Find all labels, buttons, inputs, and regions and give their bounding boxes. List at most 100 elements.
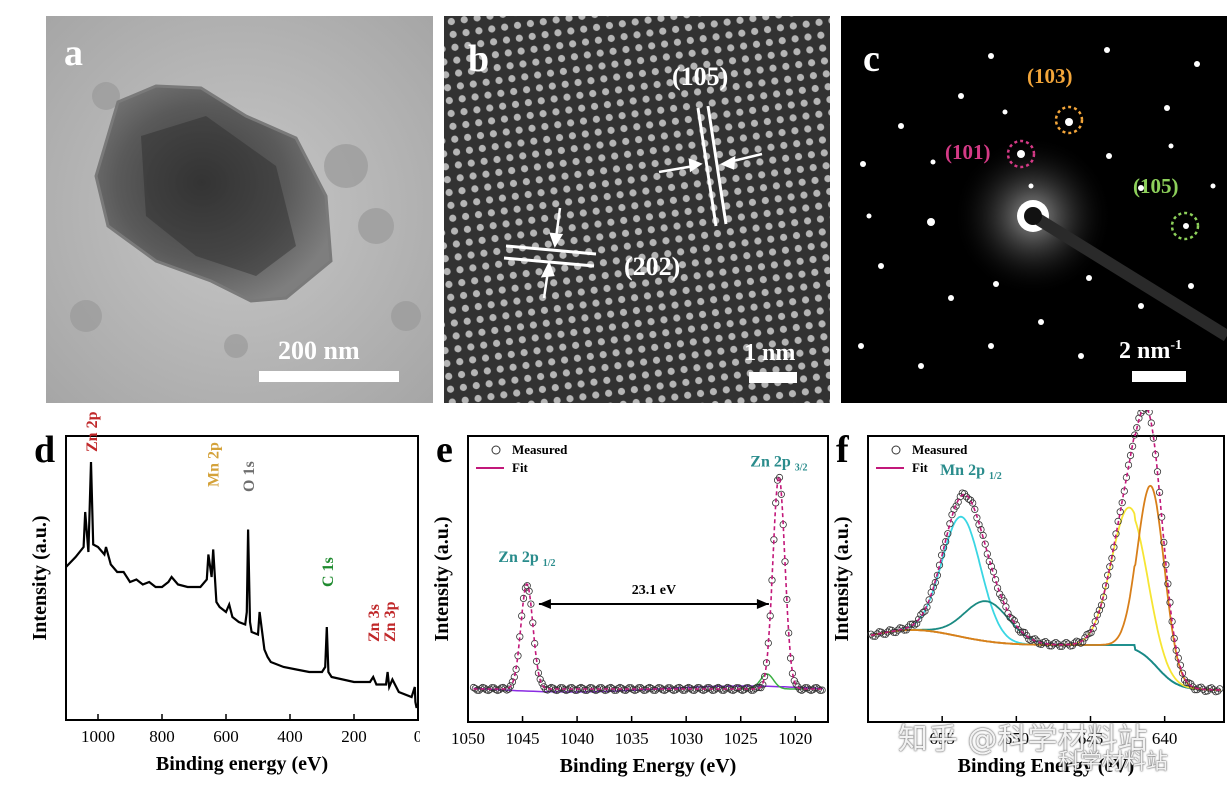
measured-point	[657, 684, 665, 692]
x-tick-label: 1025	[724, 729, 758, 748]
measured-point	[989, 568, 998, 576]
measured-point	[971, 505, 979, 514]
measured-point	[985, 557, 993, 565]
measured-point	[1075, 638, 1083, 646]
measured-point	[892, 628, 900, 637]
legend-measured-symbol	[891, 445, 901, 455]
measured-point	[699, 686, 707, 695]
measured-point	[818, 686, 826, 694]
measured-point	[1118, 499, 1126, 507]
measured-point	[917, 611, 925, 619]
measured-point	[1097, 601, 1106, 609]
measured-point	[696, 684, 704, 692]
plot-frame	[467, 435, 829, 723]
measured-point	[925, 596, 933, 604]
x-tick-label: 1000	[81, 727, 115, 746]
measured-point	[869, 632, 877, 640]
measured-point	[871, 632, 879, 640]
measured-point	[1091, 618, 1099, 626]
x-tick-label: 0	[414, 727, 420, 746]
measured-point	[1191, 686, 1199, 694]
measured-point	[1016, 628, 1025, 636]
x-tick-label: 600	[213, 727, 239, 746]
measured-point	[610, 686, 618, 694]
measured-point	[492, 685, 500, 693]
measured-point	[938, 551, 946, 559]
measured-point	[1216, 685, 1224, 693]
legend-measured: Measured	[912, 442, 968, 457]
measured-point	[783, 595, 791, 604]
x-tick-label: 800	[149, 727, 175, 746]
measured-point	[940, 544, 948, 552]
plane-label-105: (105)	[672, 62, 729, 91]
scale-text-b: 1 nm	[744, 340, 796, 366]
measured-point	[881, 630, 890, 638]
measured-point	[538, 679, 546, 687]
peak-subscript: 3/2	[795, 463, 808, 474]
measured-point	[785, 629, 793, 637]
measured-point	[1101, 582, 1110, 590]
measured-point	[1099, 593, 1108, 601]
measured-point	[923, 603, 931, 611]
measured-point	[981, 540, 989, 548]
measured-point	[1137, 410, 1145, 417]
component-line	[870, 484, 1221, 691]
measured-point	[931, 578, 939, 587]
measured-point	[1068, 642, 1076, 650]
measured-point	[1041, 638, 1049, 646]
peak-label-1-2: Zn 2p 1/2	[498, 549, 555, 569]
measured-point	[508, 678, 517, 686]
measured-point	[471, 684, 479, 693]
measured-point	[519, 594, 528, 602]
measured-point	[1002, 603, 1010, 611]
spot-label-103: (103)	[1027, 64, 1073, 88]
measured-point	[525, 587, 533, 595]
measured-point	[1014, 626, 1022, 634]
measured-point	[1046, 642, 1054, 650]
measured-point	[796, 685, 804, 693]
measured-point	[890, 628, 898, 636]
legend-measured-symbol	[491, 445, 501, 455]
measured-point	[965, 495, 973, 503]
measured-point	[536, 675, 544, 683]
measured-point	[679, 686, 687, 694]
measured-point	[527, 600, 535, 608]
measured-point	[809, 686, 817, 694]
measured-point	[1108, 554, 1116, 562]
measured-point	[499, 683, 507, 692]
measured-point	[686, 684, 694, 692]
peak-label-3-2: Zn 2p 3/2	[750, 454, 807, 474]
measured-point	[469, 683, 478, 692]
plot-frame	[65, 435, 419, 721]
measured-point	[642, 686, 650, 694]
measured-point	[603, 686, 611, 694]
arrow-head-left	[538, 599, 551, 609]
measured-point	[1095, 606, 1103, 614]
scale-text-c: 2 nm-1	[1119, 338, 1183, 364]
measured-point	[942, 538, 950, 546]
fit-line	[473, 474, 823, 690]
measured-point	[1058, 642, 1066, 650]
scale-text-a: 200 nm	[278, 336, 360, 365]
measured-point	[790, 677, 798, 685]
measured-point	[1178, 669, 1187, 677]
measured-point	[627, 684, 635, 692]
panel-a-tem-image: a 200 nm	[46, 16, 433, 403]
measured-point	[1012, 621, 1020, 629]
x-tick-label: 1045	[506, 729, 540, 748]
measured-point	[801, 684, 809, 692]
measured-point	[623, 685, 631, 693]
panel-c-saed-pattern: c (103) (101) (105) 2 nm-1	[841, 16, 1227, 403]
measured-point	[1077, 639, 1085, 647]
survey-line	[65, 461, 418, 709]
panel-label-d: d	[34, 429, 55, 471]
measured-point	[1182, 679, 1191, 687]
measured-point	[646, 683, 654, 692]
measured-point	[629, 685, 637, 694]
panel-label-c: c	[863, 38, 880, 80]
measured-point	[969, 499, 977, 507]
peak-label: Zn 3p	[382, 601, 399, 642]
measured-point	[672, 686, 680, 694]
scale-bar-c	[1132, 371, 1186, 382]
y-axis-label: Intensity (a.u.)	[831, 516, 853, 641]
